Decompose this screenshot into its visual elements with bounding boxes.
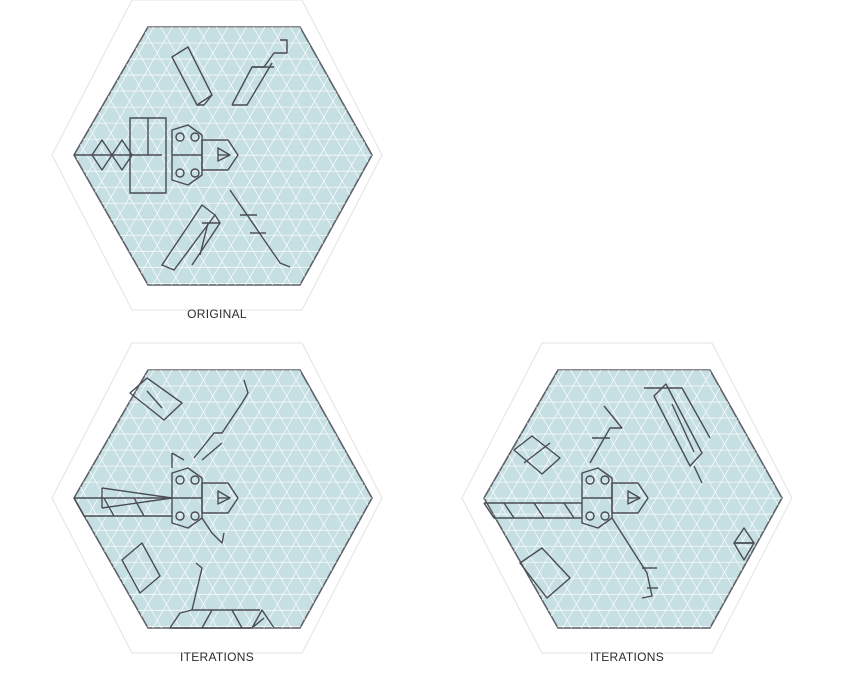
hex-plan-original — [51, 0, 383, 311]
caption-iteration-2: ITERATIONS — [589, 650, 665, 664]
panel-original: ORIGINAL — [51, 0, 383, 321]
hex-plan-iteration-2 — [461, 342, 793, 654]
layout-lines-original — [74, 39, 291, 271]
layout-lines-iteration-1 — [73, 377, 275, 629]
layout-lines-iteration-2 — [483, 383, 755, 599]
caption-iteration-1: ITERATIONS — [179, 650, 255, 664]
panel-iteration-1: ITERATIONS — [51, 342, 383, 664]
caption-original: ORIGINAL — [187, 307, 247, 321]
hex-plan-iteration-1 — [51, 342, 383, 654]
panel-iteration-2: ITERATIONS — [461, 342, 793, 664]
